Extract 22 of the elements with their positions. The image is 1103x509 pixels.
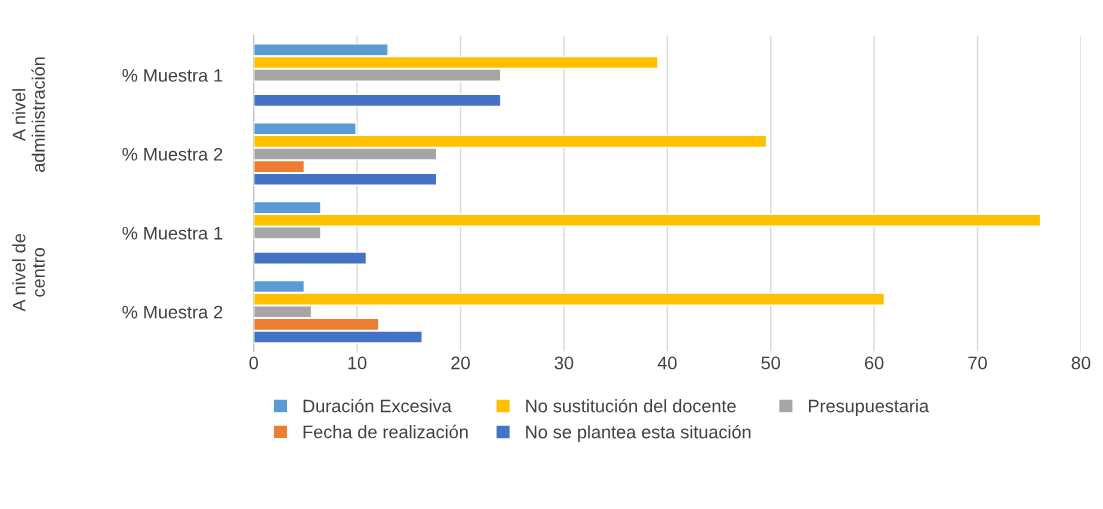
x-tick-label: 20 <box>451 356 470 370</box>
x-tick-label: 10 <box>348 356 367 370</box>
text: A nivel de centro <box>12 233 45 312</box>
text: A nivel administración <box>12 57 45 172</box>
x-tick-label: 80 <box>1071 356 1091 370</box>
x-tick-label: 50 <box>761 356 781 370</box>
legend-label: Duración Excesiva <box>303 398 452 413</box>
y-tick-label: % Muestra 1 <box>122 69 223 82</box>
x-tick-label: 0 <box>249 356 259 370</box>
x-tick-label: 70 <box>968 356 987 370</box>
y-tick-label: % Muestra 2 <box>122 147 223 161</box>
x-tick-label: 60 <box>865 356 884 370</box>
legend-label: Presupuestaria <box>809 399 929 416</box>
y-tick-label: % Muestra 1 <box>122 226 223 240</box>
legend-label: Fecha de realización <box>303 424 468 439</box>
x-tick-label: 30 <box>554 356 574 370</box>
bar <box>253 93 502 108</box>
legend-label: No se plantea esta situación <box>526 424 751 443</box>
x-tick-label: 40 <box>657 356 677 370</box>
y-tick-label: % Muestra 2 <box>122 305 223 319</box>
legend-label: No sustitución del docente <box>526 398 736 413</box>
bar <box>253 251 368 265</box>
